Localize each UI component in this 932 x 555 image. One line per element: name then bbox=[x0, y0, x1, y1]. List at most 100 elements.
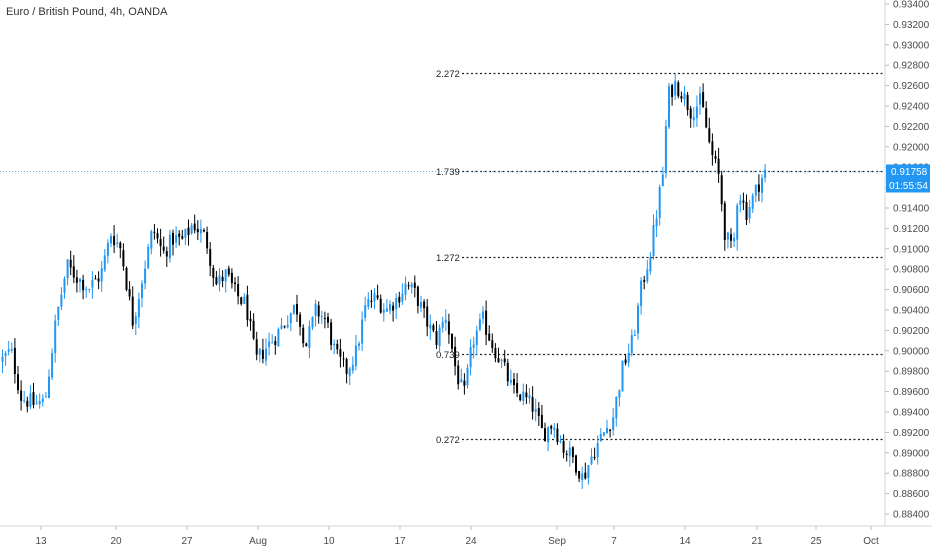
candle-body bbox=[404, 283, 407, 295]
candle-body bbox=[723, 203, 726, 240]
fib-level-label: 1.272 bbox=[436, 253, 460, 264]
candle-body bbox=[451, 333, 453, 349]
candle-body bbox=[106, 242, 109, 256]
candle-body bbox=[150, 231, 153, 249]
candle-body bbox=[144, 268, 147, 284]
candle-body bbox=[506, 362, 509, 382]
candle-body bbox=[54, 320, 57, 354]
fib-layer: 2.272 1.739 1.272 0.739 0.272 bbox=[0, 69, 885, 446]
candle-body bbox=[317, 305, 320, 317]
price-tick-label: 0.89400 bbox=[893, 408, 930, 419]
candle-body bbox=[286, 324, 289, 328]
candle-body bbox=[460, 379, 463, 383]
candle-body bbox=[66, 259, 69, 279]
candle-body bbox=[330, 322, 333, 345]
candle-body bbox=[472, 344, 475, 348]
candle-body bbox=[224, 269, 227, 282]
candle-body bbox=[1, 356, 4, 362]
fib-level-label: 0.272 bbox=[436, 435, 460, 446]
candle-body bbox=[745, 202, 748, 221]
candle-body bbox=[85, 288, 88, 290]
candle-body bbox=[658, 187, 661, 219]
candle-body bbox=[757, 184, 760, 192]
candle-body bbox=[23, 400, 26, 402]
candle-body bbox=[423, 301, 426, 309]
price-tick-label: 0.88600 bbox=[893, 489, 930, 500]
candle-body bbox=[327, 316, 329, 323]
candles-layer bbox=[1, 73, 767, 489]
candle-body bbox=[91, 279, 94, 288]
candle-body bbox=[280, 325, 283, 329]
candle-body bbox=[35, 402, 38, 404]
candle-body bbox=[525, 392, 528, 398]
candle-body bbox=[547, 427, 550, 443]
candle-body bbox=[571, 447, 574, 458]
axes-layer bbox=[0, 0, 932, 527]
price-tick-label: 0.92600 bbox=[893, 81, 930, 92]
candle-body bbox=[416, 286, 419, 307]
price-tick-label: 0.93400 bbox=[893, 0, 930, 11]
time-tick-label: 27 bbox=[181, 536, 193, 547]
candle-body bbox=[689, 108, 692, 119]
candle-body bbox=[469, 347, 472, 368]
candle-body bbox=[131, 296, 134, 326]
candle-body bbox=[168, 234, 171, 259]
candle-body bbox=[609, 429, 612, 432]
candle-body bbox=[79, 278, 81, 282]
candle-body bbox=[119, 242, 122, 249]
candle-body bbox=[354, 345, 357, 366]
price-tick-label: 0.89800 bbox=[893, 367, 930, 378]
candle-body bbox=[420, 302, 422, 308]
candle-body bbox=[584, 472, 587, 479]
candle-body bbox=[255, 339, 258, 355]
candle-body bbox=[726, 232, 729, 240]
candle-body bbox=[618, 390, 621, 398]
time-tick-label: 24 bbox=[465, 536, 477, 547]
candle-body bbox=[339, 349, 342, 357]
price-tick-label: 0.90800 bbox=[893, 265, 930, 276]
candle-body bbox=[116, 242, 119, 244]
candle-body bbox=[172, 232, 174, 245]
time-tick-label: 17 bbox=[394, 536, 406, 547]
candle-body bbox=[590, 456, 593, 464]
candle-body bbox=[137, 299, 140, 318]
candle-body bbox=[683, 93, 686, 100]
candle-body bbox=[261, 349, 264, 359]
candle-body bbox=[203, 229, 205, 232]
candle-body bbox=[513, 379, 515, 386]
candle-body bbox=[528, 395, 531, 399]
candle-body bbox=[606, 428, 608, 434]
candle-body bbox=[215, 277, 218, 285]
candle-body bbox=[364, 305, 367, 318]
candle-body bbox=[196, 228, 199, 233]
candle-body bbox=[283, 326, 286, 328]
candle-body bbox=[537, 407, 540, 416]
candle-body bbox=[407, 285, 410, 287]
candle-body bbox=[633, 335, 636, 337]
price-tick-label: 0.89600 bbox=[893, 387, 930, 398]
price-badge-bg bbox=[886, 164, 930, 179]
candle-body bbox=[17, 374, 19, 391]
candle-body bbox=[621, 361, 624, 392]
candle-body bbox=[308, 326, 311, 348]
candle-body bbox=[438, 327, 441, 347]
candle-body bbox=[165, 251, 168, 257]
candle-body bbox=[159, 239, 162, 247]
price-tick-label: 0.93000 bbox=[893, 40, 930, 51]
candle-body bbox=[237, 283, 240, 297]
candle-body bbox=[556, 428, 559, 443]
candle-body bbox=[671, 85, 674, 98]
price-tick-label: 0.89000 bbox=[893, 448, 930, 459]
candle-body bbox=[711, 141, 714, 156]
candle-body bbox=[4, 353, 7, 356]
candle-body bbox=[435, 331, 438, 345]
candle-body bbox=[509, 379, 512, 383]
candle-body bbox=[751, 195, 754, 209]
countdown-badge-bg bbox=[886, 178, 930, 193]
candle-body bbox=[75, 277, 78, 283]
time-tick-label: Aug bbox=[249, 536, 267, 547]
candle-body bbox=[668, 86, 670, 128]
price-tick-label: 0.90200 bbox=[893, 326, 930, 337]
candle-body bbox=[299, 314, 302, 327]
